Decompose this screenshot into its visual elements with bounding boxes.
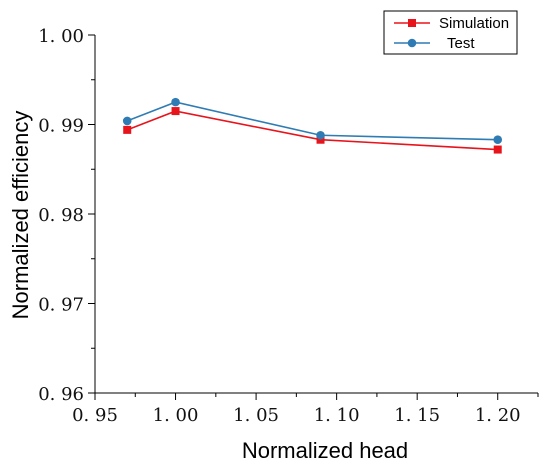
legend-marker-simulation	[408, 19, 416, 27]
data-point-test	[171, 97, 180, 107]
x-tick-label: 0. 95	[72, 405, 118, 426]
x-tick-label: 1. 20	[475, 405, 521, 426]
series-line-simulation	[126, 110, 498, 151]
series-line-test	[126, 101, 498, 141]
data-point-simulation	[493, 145, 502, 154]
legend-label-simulation: Simulation	[439, 15, 509, 32]
data-point-simulation	[316, 135, 325, 144]
x-tick-label: 1. 05	[233, 405, 279, 426]
y-tick-label: 1. 00	[38, 26, 84, 47]
y-tick-label: 0. 98	[38, 205, 84, 226]
y-tick-label: 0. 97	[38, 295, 84, 316]
legend-box	[383, 10, 518, 55]
series-layer	[122, 97, 503, 154]
x-tick-label: 1. 15	[394, 405, 440, 426]
data-point-simulation	[171, 107, 180, 116]
legend-label-test: Test	[447, 35, 475, 52]
y-tick-label: 0. 96	[38, 384, 84, 405]
y-axis-label: Normalized efficiency	[8, 111, 33, 320]
data-point-test	[493, 135, 503, 145]
axes	[94, 35, 538, 394]
legend-marker-test	[407, 38, 417, 48]
data-point-test	[122, 116, 132, 126]
legend: Simulation Test	[383, 10, 518, 55]
data-point-simulation	[123, 125, 132, 134]
x-tick-label: 1. 10	[314, 405, 360, 426]
x-tick-label: 1. 00	[153, 405, 199, 426]
ticks: 0. 95 1. 00 1. 05 1. 10 1. 15 1. 20 0. 96 0. 97…	[38, 26, 539, 426]
x-axis-label: Normalized head	[242, 438, 408, 463]
y-tick-label: 0. 99	[38, 116, 84, 137]
data-point-test	[316, 130, 325, 140]
